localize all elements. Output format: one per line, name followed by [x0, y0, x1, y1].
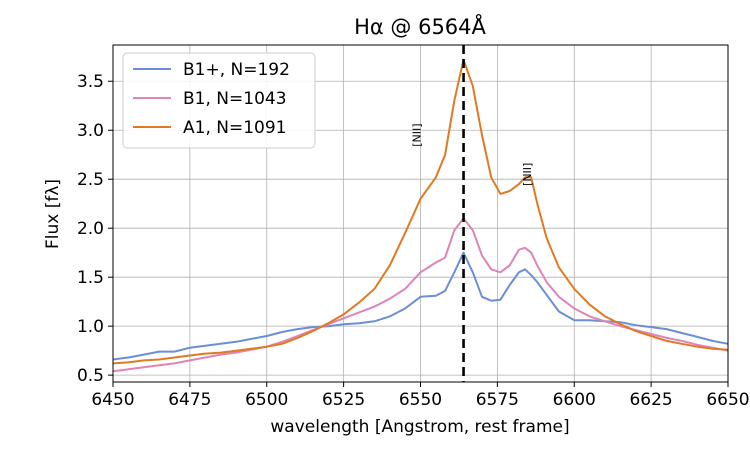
annotations: [NII] [NII] [411, 123, 535, 185]
x-tick-label: 6450 [91, 390, 134, 410]
y-tick-label: 0.5 [77, 366, 104, 386]
x-tick-label: 6550 [399, 390, 442, 410]
x-tick-label: 6650 [706, 390, 749, 410]
y-tick-label: 1.0 [77, 317, 104, 337]
y-tick-label: 2.5 [77, 170, 104, 190]
x-tick-label: 6625 [629, 390, 672, 410]
y-tick-label: 3.5 [77, 72, 104, 92]
x-tick-label: 6525 [322, 390, 365, 410]
y-tick-label: 1.5 [77, 268, 104, 288]
series-line-0 [112, 251, 729, 361]
legend-label-0: B1+, N=192 [183, 60, 290, 80]
x-tick-label: 6575 [476, 390, 519, 410]
y-tick-label: 3.0 [77, 121, 104, 141]
legend: B1+, N=192 B1, N=1043 A1, N=1091 [122, 52, 316, 149]
x-tick-label: 6600 [553, 390, 596, 410]
series-line-1 [112, 217, 729, 373]
annotation-label: [NII] [411, 123, 424, 146]
legend-label-1: B1, N=1043 [183, 89, 287, 109]
x-ticks: 6450 6475 6500 6525 6550 6575 6600 6625 6650 [91, 382, 750, 410]
y-axis-label: Flux [fλ] [43, 179, 63, 249]
x-axis-label: wavelength [Angstrom, rest frame] [270, 417, 569, 437]
legend-box [122, 52, 316, 149]
plot-frame [112, 44, 729, 383]
chart-title: Hα @ 6564Å [354, 13, 486, 39]
y-ticks: 0.5 1.0 1.5 2.0 2.5 3.0 3.5 [77, 72, 113, 386]
grid [112, 45, 729, 382]
annotation-label: [NII] [521, 163, 534, 186]
x-tick-label: 6500 [245, 390, 288, 410]
legend-label-2: A1, N=1091 [183, 118, 286, 138]
series-group [112, 45, 729, 382]
series-line-2 [112, 58, 729, 365]
y-tick-label: 2.0 [77, 219, 104, 239]
x-tick-label: 6475 [168, 390, 211, 410]
